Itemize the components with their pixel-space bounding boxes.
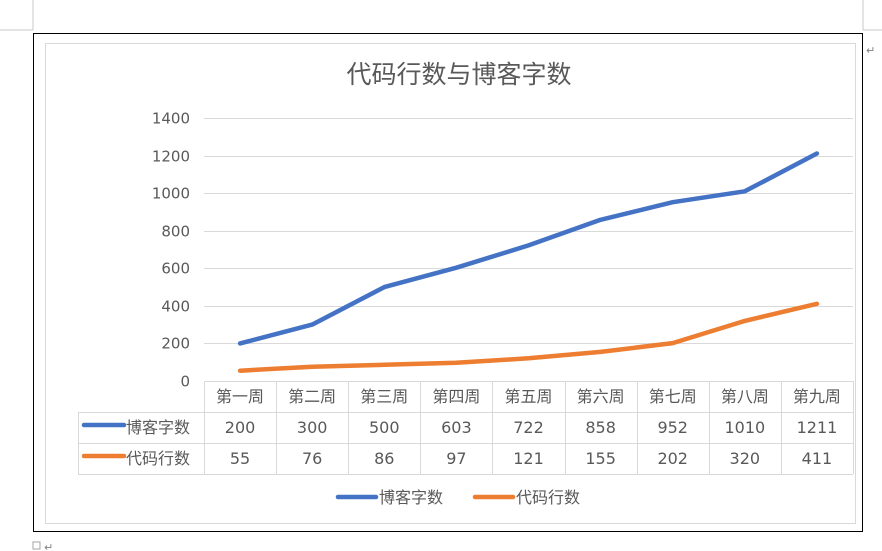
chart-outer-border[interactable] xyxy=(33,33,863,532)
y-axis-ticks: 0 200 400 600 800 1000 1200 1400 xyxy=(152,110,190,391)
table-series-name: 博客字数 xyxy=(126,418,190,437)
y-tick-label: 600 xyxy=(161,260,190,278)
y-tick-label: 1200 xyxy=(152,148,190,166)
data-table-value: 1010 xyxy=(724,418,765,437)
paragraph-mark: ↵ xyxy=(866,44,875,57)
paragraph-anchor-box xyxy=(32,541,41,550)
data-table-value: 121 xyxy=(513,449,544,468)
y-tick-label: 1000 xyxy=(152,185,190,203)
x-category-label: 第七周 xyxy=(649,387,697,406)
y-tick-label: 800 xyxy=(161,223,190,241)
data-table-value: 858 xyxy=(585,418,616,437)
data-table-value: 202 xyxy=(657,449,688,468)
x-category-label: 第五周 xyxy=(504,387,552,406)
data-table-value: 300 xyxy=(297,418,328,437)
legend-label: 博客字数 xyxy=(379,488,443,507)
y-tick-label: 400 xyxy=(161,298,190,316)
data-table-value: 155 xyxy=(585,449,616,468)
data-table-value: 952 xyxy=(657,418,688,437)
x-category-label: 第九周 xyxy=(793,387,841,406)
x-category-label: 第三周 xyxy=(360,387,408,406)
data-table-value: 411 xyxy=(802,449,833,468)
data-table-value: 603 xyxy=(441,418,472,437)
chart-title: 代码行数与博客字数 xyxy=(346,60,571,89)
x-category-label: 第二周 xyxy=(288,387,336,406)
x-category-label: 第八周 xyxy=(721,387,769,406)
y-tick-label: 0 xyxy=(180,373,190,391)
data-table-value: 722 xyxy=(513,418,544,437)
data-table-value: 320 xyxy=(730,449,761,468)
paragraph-mark: ↵ xyxy=(44,541,53,551)
x-category-label: 第四周 xyxy=(432,387,480,406)
data-table-value: 500 xyxy=(369,418,400,437)
data-table-value: 86 xyxy=(374,449,394,468)
series-line[interactable] xyxy=(237,301,820,373)
legend: 博客字数 代码行数 xyxy=(335,488,580,507)
table-series-name: 代码行数 xyxy=(126,449,190,468)
legend-label: 代码行数 xyxy=(516,488,580,507)
series-line[interactable] xyxy=(237,151,820,346)
x-category-label: 第一周 xyxy=(216,387,264,406)
series-lines xyxy=(237,151,820,373)
data-table-value: 97 xyxy=(446,449,466,468)
data-table-value: 1211 xyxy=(797,418,838,437)
y-tick-label: 1400 xyxy=(152,110,190,128)
gridlines xyxy=(204,118,853,344)
data-table-value: 200 xyxy=(225,418,256,437)
data-table-value: 55 xyxy=(230,449,250,468)
x-category-label: 第六周 xyxy=(577,387,625,406)
data-table-value: 76 xyxy=(302,449,322,468)
y-tick-label: 200 xyxy=(161,335,190,353)
chart-area-border xyxy=(45,43,856,524)
